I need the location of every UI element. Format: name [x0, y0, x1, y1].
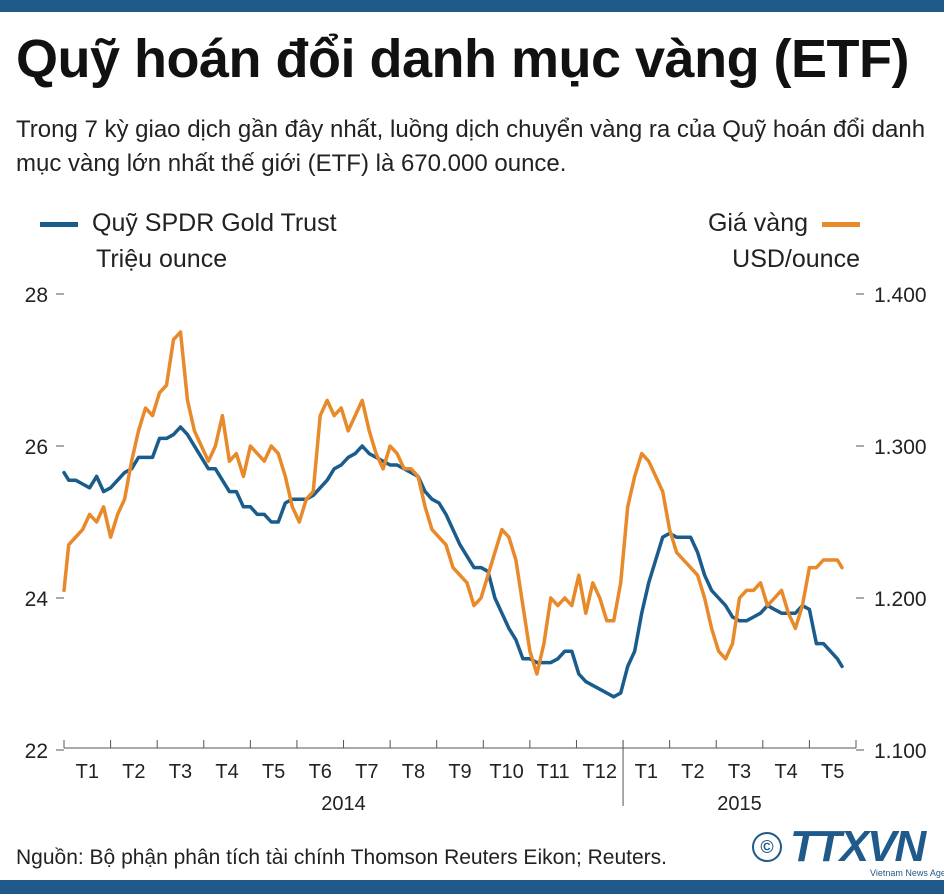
right-tick-label: 1.100 — [874, 740, 927, 763]
left-tick-label: 22 — [25, 740, 48, 763]
right-axis-unit: USD/ounce — [732, 245, 860, 273]
left-axis-unit: Triệu ounce — [96, 245, 228, 273]
etf-holdings-line — [62, 425, 844, 699]
right-tick-label: 1.300 — [874, 436, 927, 459]
page-title: Quỹ hoán đổi danh mục vàng (ETF) — [16, 29, 910, 89]
x-tick-label: T6 — [309, 761, 332, 783]
subtitle: Trong 7 kỳ giao dịch gần đây nhất, luồng… — [16, 116, 926, 177]
x-tick-label: T2 — [122, 761, 145, 783]
copyright-icon: © — [752, 832, 782, 862]
x-tick-label: T7 — [355, 761, 378, 783]
bottom-bar — [0, 880, 944, 894]
year-label: 2015 — [717, 793, 762, 815]
x-tick-label: T2 — [681, 761, 704, 783]
x-tick-label: T4 — [774, 761, 797, 783]
x-tick-label: T12 — [583, 761, 617, 783]
gold-legend-label: Giá vàng — [707, 209, 808, 237]
gold-price-line — [62, 330, 844, 676]
x-tick-label: T11 — [537, 761, 570, 783]
etf-legend-label: Quỹ SPDR Gold Trust — [92, 209, 337, 237]
x-tick-label: T8 — [402, 761, 425, 783]
gold-legend-swatch — [822, 221, 860, 227]
legend-right: Giá vàng USD/ounce — [708, 205, 860, 277]
x-tick-label: T9 — [448, 761, 471, 783]
left-tick-label: 24 — [25, 588, 49, 611]
left-tick-label: 28 — [25, 284, 48, 307]
left-tick-label: 26 — [25, 436, 48, 459]
x-tick-label: T4 — [215, 761, 238, 783]
x-tick-label: T3 — [169, 761, 192, 783]
x-tick-label: T3 — [728, 761, 751, 783]
logo-subtitle: Vietnam News Agency — [870, 868, 944, 878]
x-tick-label: T1 — [635, 761, 658, 783]
x-tick-label: T5 — [262, 761, 285, 783]
right-tick-label: 1.400 — [874, 284, 927, 307]
x-tick-label: T5 — [821, 761, 844, 783]
etf-legend-swatch — [40, 221, 78, 227]
logo-text: TTXVN — [790, 822, 926, 871]
x-tick-label: T10 — [489, 761, 523, 783]
year-label: 2014 — [321, 793, 366, 815]
source-note: Nguồn: Bộ phận phân tích tài chính Thoms… — [16, 846, 667, 869]
dual-axis-line-chart: 22 24 26 28 1.100 1.200 1.300 1.400 T1 T2 T3 T4 T5 T6… — [25, 284, 927, 815]
legend-left: Quỹ SPDR Gold Trust Triệu ounce — [40, 205, 337, 277]
right-tick-label: 1.200 — [874, 588, 927, 611]
top-bar — [0, 0, 944, 12]
ttxvn-logo: © TTXVN Vietnam News Agency — [752, 822, 944, 880]
x-tick-label: T1 — [76, 761, 99, 783]
